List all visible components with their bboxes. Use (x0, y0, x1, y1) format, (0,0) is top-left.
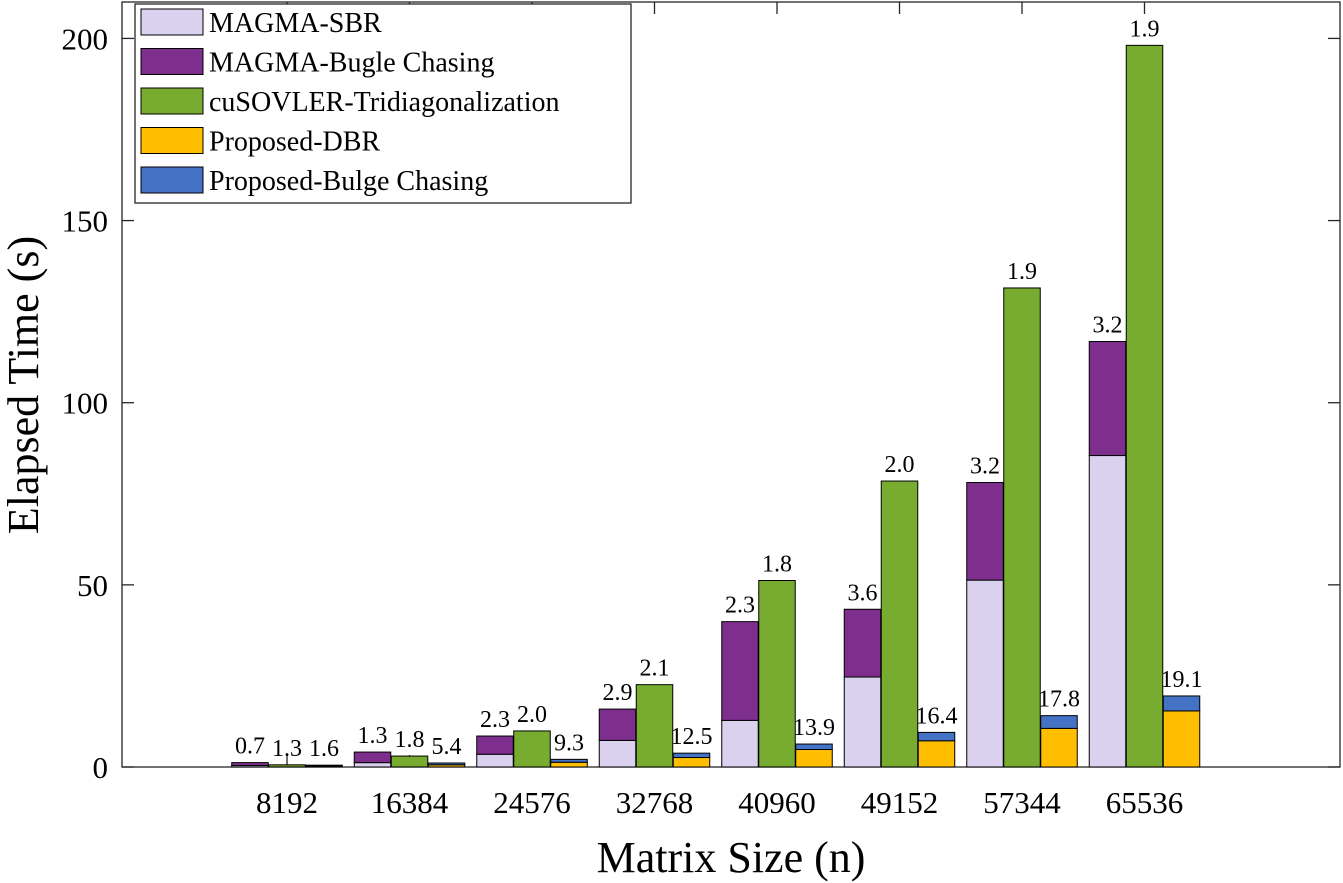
bar-data-label: 1.3 (358, 723, 388, 749)
bar-magma-bugle-chasing (1088, 341, 1127, 457)
bar-data-label: 3.2 (1093, 313, 1123, 339)
legend-label: MAGMA-Bugle Chasing (209, 48, 494, 79)
bar-magma-bugle-chasing (598, 708, 637, 741)
bar-data-label: 1.9 (1007, 259, 1037, 285)
bar-data-label: 2.9 (603, 680, 633, 706)
bar-data-label: 17.8 (1038, 687, 1080, 713)
bar-magma-sbr (353, 762, 392, 768)
legend-swatch (140, 8, 204, 36)
legend-box (134, 3, 632, 204)
bar-data-label: 1.8 (762, 551, 792, 577)
bars (231, 44, 1201, 768)
y-tick-label: 150 (62, 204, 109, 239)
bar-magma-bugle-chasing (353, 751, 392, 764)
bar-data-label: 2.0 (517, 702, 547, 728)
bar-data-label: 1.6 (309, 736, 339, 762)
bar-data-label: 19.1 (1161, 667, 1203, 693)
x-tick-labels: 8192 16384 24576 32768 40960 49152 57344 65536 (256, 785, 1183, 820)
bar-magma-bugle-chasing (721, 621, 759, 721)
bar-proposed-dbr (795, 749, 833, 768)
bar-cusovler-tridiagonalization (880, 480, 919, 768)
y-tick-labels: 0 50 100 150 200 (62, 21, 109, 785)
bar-proposed-dbr (1040, 727, 1078, 768)
bar-proposed-bulge-chasing (1040, 715, 1078, 729)
y-tick-label: 200 (62, 21, 109, 56)
bar-proposed-bulge-chasing (550, 758, 588, 763)
x-axis-title: Matrix Size (n) (597, 833, 866, 882)
legend-swatch (140, 127, 204, 154)
bar-cusovler-tridiagonalization (758, 579, 796, 768)
bar-proposed-dbr (1162, 710, 1201, 768)
x-tick-label: 40960 (738, 785, 816, 820)
legend-label: Proposed-DBR (209, 127, 380, 158)
bar-magma-sbr (843, 676, 882, 768)
legend-swatch (140, 166, 204, 194)
legend: MAGMA-SBR MAGMA-Bugle Chasing cuSOVLER-Tri… (134, 3, 632, 204)
bar-cusovler-tridiagonalization (268, 764, 306, 768)
bar-proposed-bulge-chasing (795, 743, 833, 751)
bar-magma-bugle-chasing (231, 762, 269, 767)
bar-data-label: 3.6 (848, 580, 878, 606)
legend-swatch (140, 87, 204, 115)
bar-data-label: 5.4 (432, 734, 462, 760)
bar-cusovler-tridiagonalization (1125, 44, 1164, 768)
x-tick-label: 8192 (256, 785, 318, 820)
bar-proposed-bulge-chasing (305, 764, 343, 767)
y-tick-label: 50 (77, 568, 108, 603)
bar-proposed-dbr (550, 761, 588, 768)
bar-cusovler-tridiagonalization (1003, 287, 1041, 768)
bar-proposed-bulge-chasing (917, 731, 956, 742)
bar-magma-sbr (476, 753, 514, 768)
x-tick-label: 16384 (371, 785, 449, 820)
legend-label: cuSOVLER-Tridiagonalization (209, 87, 559, 118)
x-tick-label: 32768 (616, 785, 694, 820)
legend-label: Proposed-Bulge Chasing (209, 166, 488, 197)
bar-data-label: 9.3 (554, 730, 584, 756)
bar-proposed-bulge-chasing (672, 752, 711, 759)
x-tick-label: 57344 (983, 785, 1061, 820)
bar-magma-bugle-chasing (843, 608, 882, 678)
bar-cusovler-tridiagonalization (513, 730, 551, 768)
bar-data-label: 3.2 (970, 453, 1000, 479)
bar-data-label: 13.9 (793, 715, 835, 741)
bar-data-label: 2.1 (640, 656, 670, 682)
bar-data-label: 1.9 (1130, 16, 1160, 42)
bar-magma-sbr (966, 579, 1004, 768)
bar-proposed-dbr (672, 757, 711, 768)
y-tick-label: 0 (93, 750, 109, 785)
bar-data-label: 2.0 (885, 452, 915, 478)
legend-label: MAGMA-SBR (209, 8, 382, 39)
bar-magma-sbr (598, 739, 637, 768)
bar-proposed-dbr (917, 740, 956, 768)
bar-cusovler-tridiagonalization (635, 684, 674, 768)
bar-data-label: 16.4 (916, 703, 958, 729)
bar-magma-sbr (721, 719, 759, 768)
bar-data-label: 12.5 (671, 724, 713, 750)
y-tick-label: 100 (62, 386, 109, 421)
bar-data-label: 2.3 (480, 707, 510, 733)
bar-cusovler-tridiagonalization (390, 755, 429, 768)
bar-data-label: 2.3 (725, 593, 755, 619)
bar-data-label: 1.3 (272, 736, 302, 762)
bar-data-label: 1.8 (395, 727, 425, 753)
legend-swatch (140, 48, 204, 75)
bar-data-label: 0.7 (235, 734, 265, 760)
x-tick-label: 65536 (1106, 785, 1184, 820)
bar-magma-bugle-chasing (476, 735, 514, 755)
x-tick-label: 49152 (861, 785, 939, 820)
bar-labels: 0.7 1.3 1.6 1.3 1.8 5.4 2.3 2.0 9.3 2.9 2.1 12.5 2.3… (235, 16, 1203, 762)
y-axis-title: Elapsed Time (s) (0, 236, 48, 534)
bar-proposed-bulge-chasing (1162, 695, 1201, 712)
x-tick-label: 24576 (493, 785, 571, 820)
bar-magma-bugle-chasing (966, 481, 1004, 581)
bar-magma-sbr (1088, 455, 1127, 768)
bar-proposed-bulge-chasing (427, 762, 466, 766)
